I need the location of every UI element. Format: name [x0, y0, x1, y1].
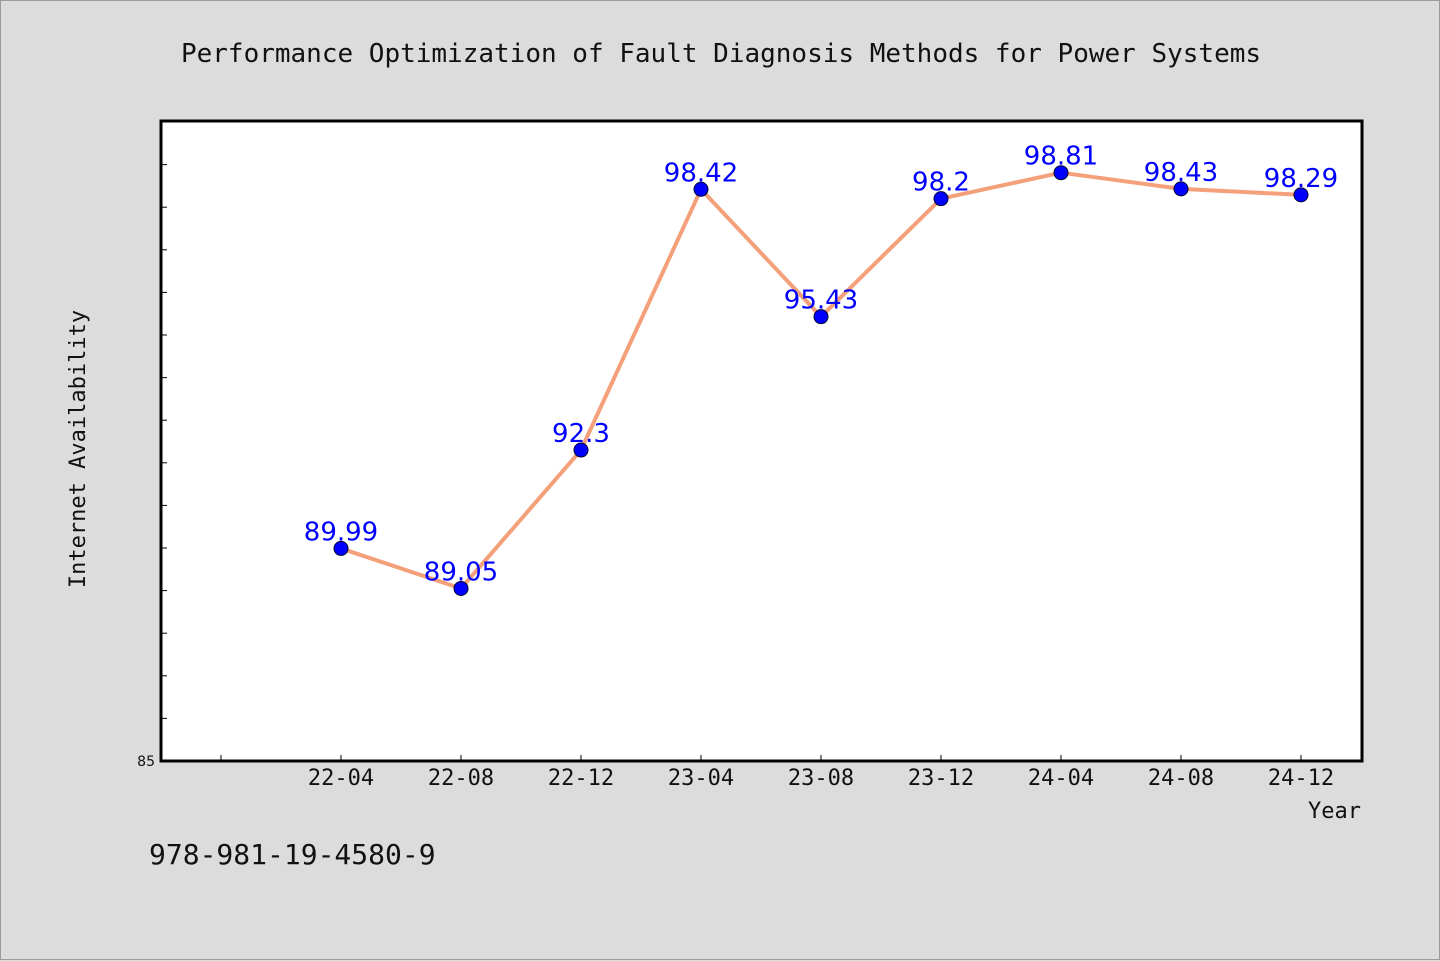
x-tick-label: 23-04 — [668, 766, 734, 791]
data-point — [453, 580, 469, 596]
x-tick-label: 22-08 — [428, 766, 494, 791]
data-label: 95.43 — [784, 286, 858, 316]
data-label: 98.42 — [664, 158, 738, 188]
data-point — [813, 309, 829, 325]
isbn-text: 978-981-19-4580-9 — [149, 838, 436, 871]
x-tick-label: 24-08 — [1148, 766, 1214, 791]
data-label: 98.43 — [1144, 158, 1218, 188]
y-tick-label: 85 — [137, 754, 155, 770]
data-label: 89.99 — [304, 517, 378, 547]
chart-title: Performance Optimization of Fault Diagno… — [181, 39, 1261, 69]
data-point — [573, 442, 589, 458]
data-label: 98.2 — [912, 168, 970, 198]
plot-area — [159, 119, 1364, 763]
y-axis-ticks: 85 — [137, 164, 167, 770]
data-label: 89.05 — [424, 557, 498, 587]
data-point — [333, 540, 349, 556]
x-tick-label: 22-12 — [548, 766, 614, 791]
x-tick-label: 24-04 — [1028, 766, 1094, 791]
x-axis-title: Year — [1308, 799, 1361, 824]
series-group — [333, 165, 1309, 596]
x-tick-label: 23-12 — [908, 766, 974, 791]
data-label: 98.29 — [1264, 164, 1338, 194]
data-point — [693, 181, 709, 197]
x-tick-label: 24-12 — [1268, 766, 1334, 791]
data-labels: 89.99 89.05 92.3 98.42 95.43 98.2 98.81 98.43 98… — [304, 142, 1338, 588]
data-label: 92.3 — [552, 419, 610, 449]
data-point — [1173, 181, 1189, 197]
data-label: 98.81 — [1024, 142, 1098, 172]
data-point — [1293, 187, 1309, 203]
data-point — [933, 191, 949, 207]
x-tick-label: 22-04 — [308, 766, 374, 791]
x-tick-label: 23-08 — [788, 766, 854, 791]
data-point — [1053, 165, 1069, 181]
x-axis-ticks: 22-04 22-08 22-12 23-04 23-08 23-12 24-04 24-08… — [220, 755, 1334, 791]
y-axis-title: Internet Availability — [66, 310, 91, 588]
